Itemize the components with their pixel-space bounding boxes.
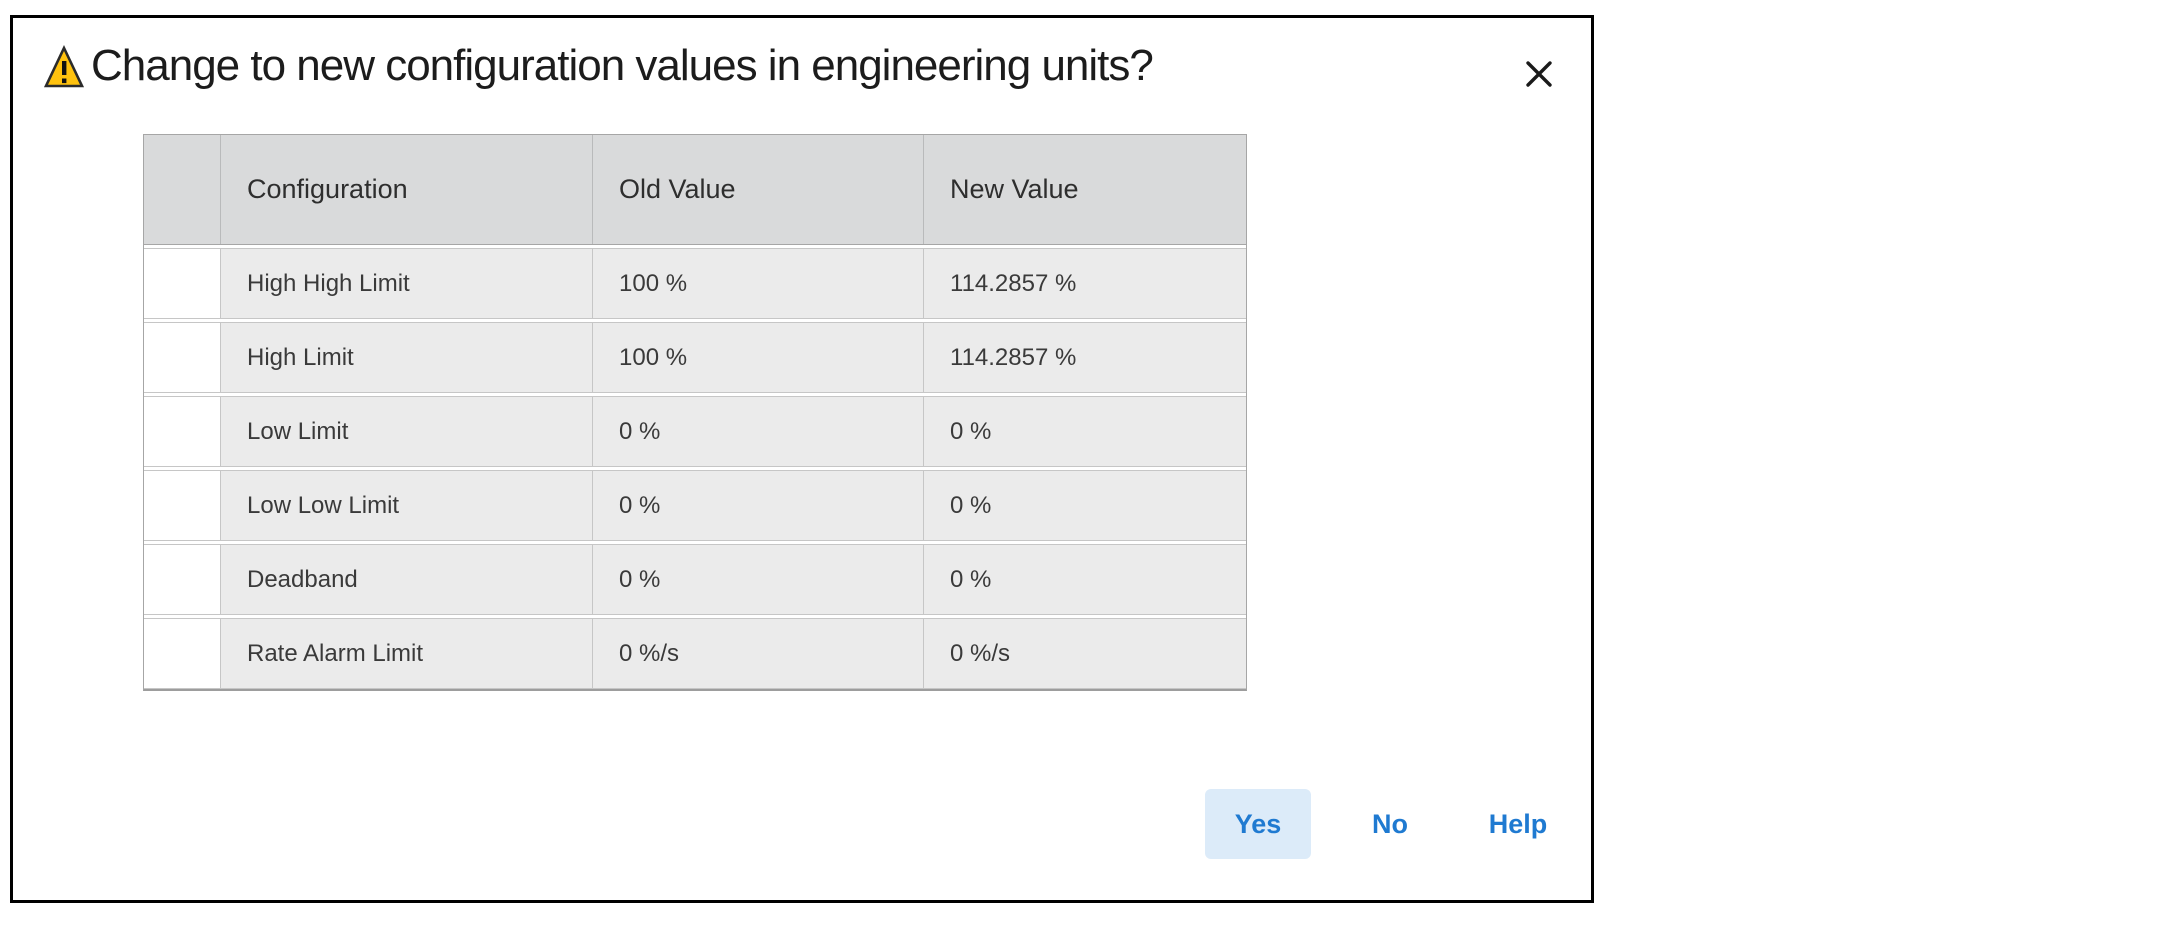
configuration-cell: High Limit [220, 323, 592, 392]
row-selector-cell [144, 397, 220, 466]
close-button[interactable] [1515, 50, 1563, 98]
table-row[interactable]: Low Limit 0 % 0 % [144, 396, 1246, 467]
close-icon [1526, 61, 1552, 87]
table-body: High High Limit 100 % 114.2857 % High Limit… [144, 248, 1246, 689]
configuration-table: Configuration Old Value New Value High H… [143, 134, 1247, 691]
column-header-configuration: Configuration [220, 135, 592, 244]
table-row[interactable]: High High Limit 100 % 114.2857 % [144, 248, 1246, 319]
new-value-cell: 114.2857 % [923, 249, 1244, 318]
new-value-cell: 0 %/s [923, 619, 1244, 688]
old-value-cell: 0 % [592, 545, 923, 614]
table-row[interactable]: High Limit 100 % 114.2857 % [144, 322, 1246, 393]
row-selector-cell [144, 323, 220, 392]
column-header-old-value: Old Value [592, 135, 923, 244]
dialog-titlebar: Change to new configuration values in en… [43, 34, 1573, 98]
confirmation-dialog: Change to new configuration values in en… [10, 15, 1594, 903]
new-value-cell: 0 % [923, 397, 1244, 466]
configuration-cell: Low Low Limit [220, 471, 592, 540]
new-value-cell: 0 % [923, 471, 1244, 540]
row-selector-header [144, 135, 220, 244]
row-selector-cell [144, 471, 220, 540]
new-value-cell: 0 % [923, 545, 1244, 614]
configuration-cell: Low Limit [220, 397, 592, 466]
row-selector-cell [144, 545, 220, 614]
table-row[interactable]: Low Low Limit 0 % 0 % [144, 470, 1246, 541]
yes-button[interactable]: Yes [1205, 789, 1311, 859]
configuration-cell: High High Limit [220, 249, 592, 318]
table-row[interactable]: Rate Alarm Limit 0 %/s 0 %/s [144, 618, 1246, 689]
old-value-cell: 0 %/s [592, 619, 923, 688]
dialog-title: Change to new configuration values in en… [91, 41, 1154, 90]
dialog-button-row: Yes No Help [1205, 789, 1567, 859]
no-button[interactable]: No [1341, 789, 1439, 859]
old-value-cell: 100 % [592, 323, 923, 392]
new-value-cell: 114.2857 % [923, 323, 1244, 392]
column-header-new-value: New Value [923, 135, 1244, 244]
help-button[interactable]: Help [1469, 789, 1567, 859]
configuration-cell: Rate Alarm Limit [220, 619, 592, 688]
table-header-row: Configuration Old Value New Value [144, 135, 1246, 245]
warning-icon [43, 44, 85, 88]
row-selector-cell [144, 249, 220, 318]
old-value-cell: 0 % [592, 397, 923, 466]
row-selector-cell [144, 619, 220, 688]
table-row[interactable]: Deadband 0 % 0 % [144, 544, 1246, 615]
configuration-cell: Deadband [220, 545, 592, 614]
old-value-cell: 0 % [592, 471, 923, 540]
old-value-cell: 100 % [592, 249, 923, 318]
